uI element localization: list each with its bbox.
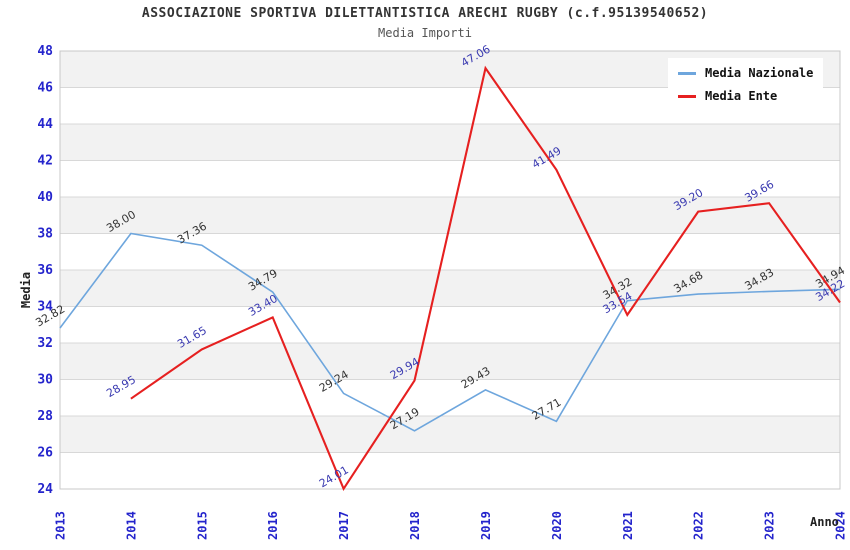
y-tick-label: 32: [37, 336, 53, 351]
x-tick-label: 2020: [550, 511, 564, 540]
y-tick-label: 36: [37, 263, 53, 278]
x-tick-label: 2018: [408, 511, 422, 540]
nazionale-line-swatch-icon: [678, 71, 696, 75]
y-tick-label: 44: [37, 117, 53, 132]
plot-band: [60, 124, 840, 161]
y-tick-label: 24: [37, 482, 53, 497]
plot-band: [60, 416, 840, 453]
plot-border: [59, 50, 841, 490]
x-tick-label: 2017: [337, 511, 351, 540]
y-tick-label: 34: [37, 300, 53, 315]
y-tick-label: 26: [37, 446, 53, 461]
plot-band: [60, 343, 840, 380]
x-tick-label: 2013: [54, 511, 68, 540]
x-tick-label: 2015: [195, 511, 209, 540]
chart-title: ASSOCIAZIONE SPORTIVA DILETTANTISTICA AR…: [141, 6, 709, 21]
x-tick-label: 2023: [763, 511, 777, 540]
chart-subtitle: Media Importi: [378, 26, 472, 40]
y-tick-label: 46: [37, 81, 53, 96]
x-tick-label: 2014: [124, 511, 138, 540]
x-tick-label: 2022: [692, 511, 706, 540]
y-axis-title: Media: [19, 271, 34, 309]
legend-item-media-nazionale: Media Nazionale: [678, 66, 813, 80]
series-line-media-ente: [130, 65, 841, 492]
x-tick-label: 2019: [479, 511, 493, 540]
y-tick-label: 48: [37, 44, 53, 59]
x-axis-title: Anno: [810, 515, 839, 529]
series-line-media-nazionale: [59, 232, 841, 432]
x-tick-label: 2021: [621, 511, 635, 540]
x-tick-label: 2024: [834, 511, 848, 540]
legend: Media Nazionale Media Ente: [668, 58, 824, 111]
legend-item-media-ente: Media Ente: [678, 89, 813, 103]
y-tick-label: 42: [37, 154, 53, 169]
legend-label: Media Ente: [705, 89, 778, 103]
y-tick-label: 40: [37, 190, 53, 205]
y-tick-label: 28: [37, 409, 53, 424]
plot-band: [60, 270, 840, 307]
x-tick-label: 2016: [266, 511, 280, 540]
ente-line-swatch-icon: [678, 94, 696, 98]
legend-label: Media Nazionale: [705, 66, 814, 80]
y-tick-label: 38: [37, 227, 53, 242]
y-tick-label: 30: [37, 373, 53, 388]
